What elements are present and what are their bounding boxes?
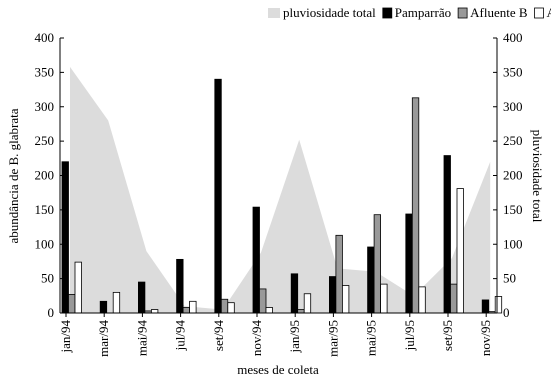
bar xyxy=(227,302,235,314)
y2-tick-label: 400 xyxy=(503,30,523,45)
bar xyxy=(443,155,451,314)
x-tick-label: set/95 xyxy=(440,320,455,351)
legend-label: Afluente B xyxy=(470,5,528,20)
bar xyxy=(456,188,464,314)
y-axis-label: abundância de B. glabrata xyxy=(6,108,21,243)
bar xyxy=(189,300,197,314)
y-tick-label: 100 xyxy=(35,236,55,251)
y2-tick-label: 0 xyxy=(503,305,510,320)
y2-tick-label: 50 xyxy=(503,271,516,286)
x-tick-label: mar/95 xyxy=(325,320,340,357)
bar xyxy=(290,273,299,314)
x-tick-label: jan/95 xyxy=(287,320,302,354)
x-tick-label: jul/94 xyxy=(173,320,188,352)
bar xyxy=(297,309,305,314)
legend-label: pluviosidade total xyxy=(283,5,376,20)
bar xyxy=(373,214,382,314)
y-tick-label: 200 xyxy=(35,168,55,183)
y2-axis-label: pluviosidade total xyxy=(530,130,545,223)
x-tick-label: set/94 xyxy=(211,320,226,352)
x-axis-label: meses de coleta xyxy=(237,362,319,377)
bar xyxy=(328,276,337,314)
x-tick-label: mar/94 xyxy=(96,320,111,357)
bar xyxy=(335,234,343,314)
area xyxy=(70,66,491,313)
x-tick-label: mai/94 xyxy=(134,320,149,357)
bar xyxy=(220,298,229,314)
legend-swatch xyxy=(534,7,544,19)
bar xyxy=(380,283,388,314)
bar xyxy=(74,261,82,314)
bar xyxy=(252,206,260,314)
bar xyxy=(137,281,146,314)
x-tick-label: jan/94 xyxy=(58,320,73,354)
bar xyxy=(214,78,222,314)
y2-tick-label: 150 xyxy=(503,202,523,217)
bar xyxy=(150,309,159,314)
bar xyxy=(182,307,191,314)
bar xyxy=(341,285,350,314)
bar xyxy=(450,283,458,314)
legend-swatch xyxy=(382,7,393,19)
y-tick-label: 50 xyxy=(41,271,54,286)
y-tick-label: 150 xyxy=(35,202,55,217)
legend-label: Afluente C xyxy=(547,5,551,20)
bar xyxy=(61,161,69,314)
bar xyxy=(112,291,121,314)
bar xyxy=(303,293,312,314)
bar xyxy=(418,286,426,314)
bar xyxy=(494,296,503,314)
bar xyxy=(367,246,375,314)
legend-swatch xyxy=(457,7,468,19)
x-tick-label: nov/94 xyxy=(249,320,264,357)
bar xyxy=(405,213,413,314)
bar xyxy=(481,299,490,314)
legend-swatch xyxy=(268,8,280,18)
x-tick-label: mai/95 xyxy=(364,320,379,356)
y-tick-label: 0 xyxy=(48,305,55,320)
y2-tick-label: 300 xyxy=(503,99,523,114)
y2-tick-label: 350 xyxy=(503,64,523,79)
bar xyxy=(265,307,273,314)
x-tick-label: jul/95 xyxy=(402,320,417,351)
bar xyxy=(99,300,108,314)
bar xyxy=(176,258,184,314)
y-tick-label: 350 xyxy=(35,64,55,79)
legend-label: Pamparrão xyxy=(395,5,451,20)
y2-tick-label: 250 xyxy=(503,133,523,148)
bar xyxy=(411,97,420,314)
x-tick-label: nov/95 xyxy=(478,320,493,356)
bar xyxy=(259,288,267,314)
y-tick-label: 400 xyxy=(35,30,55,45)
y2-tick-label: 100 xyxy=(503,236,523,251)
y-tick-label: 250 xyxy=(35,133,55,148)
y2-tick-label: 200 xyxy=(503,168,523,183)
bar xyxy=(68,294,76,314)
y-tick-label: 300 xyxy=(35,99,55,114)
